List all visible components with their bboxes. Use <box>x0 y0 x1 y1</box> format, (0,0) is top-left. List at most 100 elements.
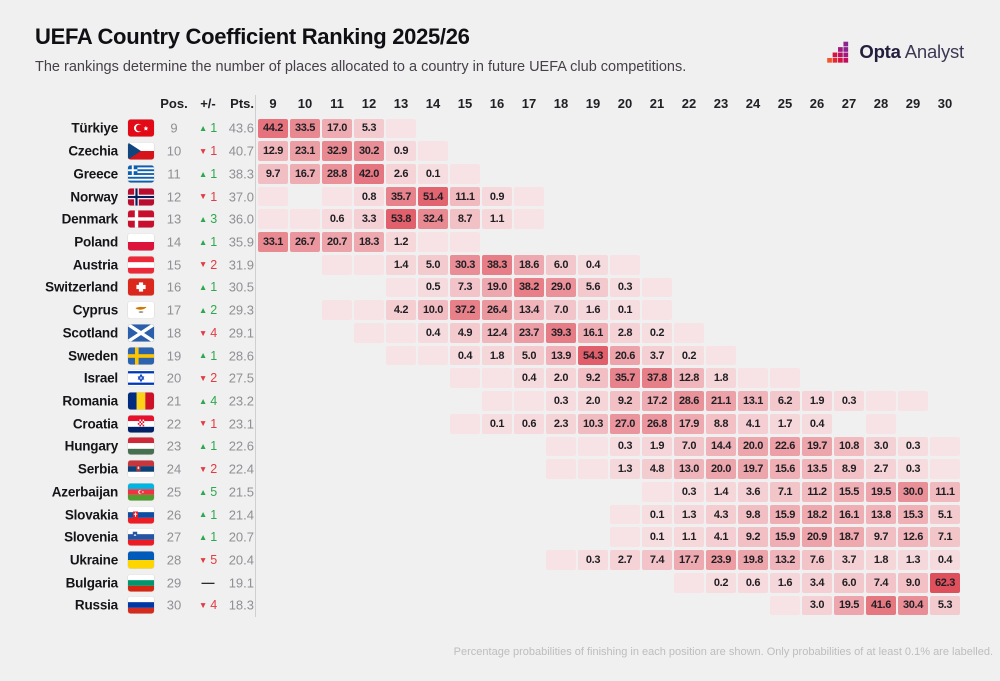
prob-cell-low <box>322 300 352 320</box>
down-arrow-icon: ▼ <box>198 463 208 474</box>
prob-cell-low <box>514 186 544 207</box>
prob-cell: 1.7 <box>770 413 800 434</box>
points-value: 36.0 <box>228 211 254 227</box>
up-arrow-icon: ▲ <box>198 282 208 293</box>
prob-cell: 23.9 <box>706 550 736 570</box>
prob-cell: 42.0 <box>354 163 384 184</box>
cz-flag-icon <box>128 142 154 160</box>
prob-cell: 16.7 <box>290 163 320 184</box>
prob-cell: 13.4 <box>514 300 544 320</box>
points-value: 31.9 <box>228 257 254 273</box>
prob-cell-low <box>770 595 800 616</box>
prob-cell: 12.6 <box>898 527 928 548</box>
change-indicator: — <box>190 575 226 591</box>
position-value: 28 <box>166 552 182 568</box>
prob-cell: 0.4 <box>930 550 960 570</box>
country-name: Hungary <box>64 438 119 454</box>
country-name: Israel <box>83 370 118 386</box>
change-indicator: ▼ 4 <box>190 597 226 613</box>
change-value: 5 <box>210 553 218 568</box>
prob-cell: 5.3 <box>354 118 384 139</box>
ro-flag-icon <box>128 392 154 410</box>
prob-cell: 11.1 <box>930 482 960 502</box>
prob-cell: 17.2 <box>642 391 672 411</box>
prob-cell: 1.6 <box>578 300 608 320</box>
pl-flag-icon <box>128 233 154 251</box>
prob-cell-low <box>610 504 640 525</box>
country-name: Austria <box>72 257 118 273</box>
prob-cell: 18.7 <box>834 527 864 548</box>
change-value: 1 <box>210 121 218 136</box>
prob-cell: 0.9 <box>386 141 416 161</box>
prob-cell: 5.0 <box>514 345 544 366</box>
country-name: Denmark <box>61 211 119 227</box>
country-name: Azerbaijan <box>51 484 118 500</box>
change-value: 2 <box>210 257 218 272</box>
position-value: 25 <box>166 484 182 500</box>
prob-cell: 13.9 <box>546 345 576 366</box>
country-name: Ukraine <box>69 552 118 568</box>
column-header-24: 24 <box>745 96 761 111</box>
prob-cell-low <box>770 368 800 389</box>
change-indicator: ▲ 1 <box>190 120 226 136</box>
prob-cell: 13.8 <box>866 504 896 525</box>
prob-cell: 1.1 <box>482 209 512 230</box>
prob-cell: 4.8 <box>642 459 672 479</box>
prob-cell: 9.2 <box>738 527 768 548</box>
prob-cell: 18.2 <box>802 504 832 525</box>
column-header-26: 26 <box>809 96 825 111</box>
prob-cell-low <box>386 322 416 343</box>
country-name: Czechia <box>68 143 118 159</box>
prob-cell: 7.0 <box>546 300 576 320</box>
change-value: 4 <box>210 393 218 408</box>
points-value: 29.1 <box>228 325 254 341</box>
table-row: Scotland 18 ▼ 4 29.1 0.4 4.9 12.4 23.7 39.3 16.1 2.… <box>0 321 1000 344</box>
table-row: Austria 15 ▼ 2 31.9 1.4 5.0 30.3 38.3 18.6 6.0 0.4 <box>0 253 1000 276</box>
up-arrow-icon: ▲ <box>198 304 208 315</box>
prob-cell: 62.3 <box>930 572 960 593</box>
change-value: 1 <box>210 189 218 204</box>
prob-cell: 20.7 <box>322 232 352 252</box>
prob-cell: 53.8 <box>386 209 416 230</box>
country-name: Slovakia <box>64 507 118 523</box>
up-arrow-icon: ▲ <box>198 395 208 406</box>
prob-cell: 20.0 <box>738 436 768 457</box>
table-row: Russia 30 ▼ 4 18.3 3.0 19.5 41.6 30.4 5.3 <box>0 594 1000 617</box>
column-header-14: 14 <box>425 96 441 111</box>
position-value: 26 <box>166 507 182 523</box>
prob-cell: 0.3 <box>610 436 640 457</box>
prob-cell: 20.6 <box>610 345 640 366</box>
points-value: 20.7 <box>228 529 254 545</box>
change-value: 1 <box>210 439 218 454</box>
column-header-28: 28 <box>873 96 889 111</box>
prob-cell: 0.5 <box>418 277 448 298</box>
down-arrow-icon: ▼ <box>198 191 208 202</box>
prob-cell: 19.5 <box>866 482 896 502</box>
prob-cell: 12.4 <box>482 322 512 343</box>
prob-cell: 4.1 <box>706 527 736 548</box>
table-row: Hungary 23 ▲ 1 22.6 0.3 1.9 7.0 14.4 20.0 22.6 19.7… <box>0 435 1000 458</box>
column-header-25: 25 <box>777 96 793 111</box>
prob-cell-low <box>450 368 480 389</box>
prob-cell: 2.3 <box>546 413 576 434</box>
prob-cell: 30.4 <box>898 595 928 616</box>
prob-cell: 7.6 <box>802 550 832 570</box>
points-value: 20.4 <box>228 552 254 568</box>
prob-cell: 4.9 <box>450 322 480 343</box>
position-value: 15 <box>166 257 182 273</box>
prob-cell: 9.2 <box>578 368 608 389</box>
prob-cell: 32.4 <box>418 209 448 230</box>
change-indicator: ▼ 1 <box>190 416 226 432</box>
points-value: 19.1 <box>228 575 254 591</box>
prob-cell: 0.3 <box>546 391 576 411</box>
prob-cell: 39.3 <box>546 322 576 343</box>
prob-cell: 7.4 <box>642 550 672 570</box>
prob-cell: 0.1 <box>610 300 640 320</box>
change-indicator: ▼ 2 <box>190 461 226 477</box>
points-value: 43.6 <box>228 120 254 136</box>
points-value: 22.6 <box>228 438 254 454</box>
change-value: 1 <box>210 166 218 181</box>
prob-cell: 2.0 <box>546 368 576 389</box>
change-indicator: ▼ 2 <box>190 370 226 386</box>
prob-cell: 1.4 <box>706 482 736 502</box>
